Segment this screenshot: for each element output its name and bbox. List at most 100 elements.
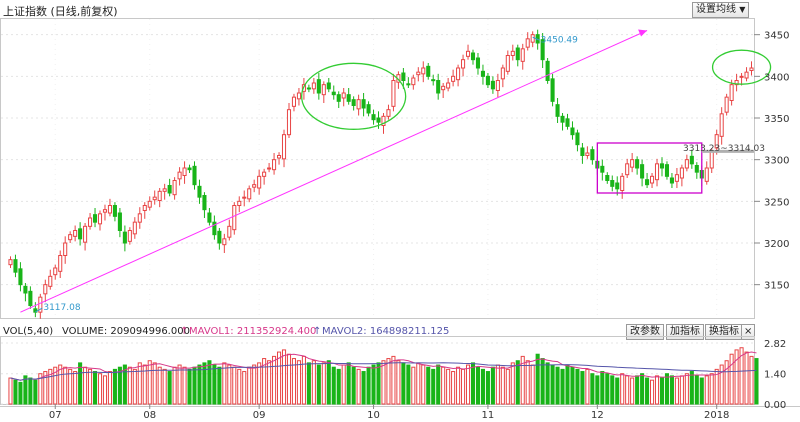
- volume-bar: [331, 366, 336, 405]
- candle-up: [525, 38, 530, 48]
- candle-up: [277, 155, 282, 159]
- volume-bar: [734, 349, 739, 405]
- circle-annotation: [711, 49, 772, 85]
- volume-bar: [277, 351, 282, 405]
- volume-bar: [102, 375, 108, 405]
- price-tick-label: 3250: [764, 197, 789, 208]
- candle-down: [640, 164, 645, 179]
- volume-bar: [446, 368, 451, 405]
- circle-annotation: [300, 62, 407, 130]
- volume-bar: [237, 368, 242, 405]
- price-tick-label: 3400: [764, 72, 789, 83]
- candle-down: [28, 290, 33, 307]
- ma-settings-label: 设置均线: [696, 4, 736, 15]
- trendline: [20, 30, 648, 313]
- volume-bar: [43, 371, 48, 405]
- volume-bar: [555, 366, 560, 405]
- volume-bar: [495, 364, 500, 405]
- chevron-down-icon: ▼: [739, 5, 746, 14]
- volume-bar: [172, 366, 177, 405]
- candle-up: [495, 80, 500, 91]
- candle-up: [421, 67, 426, 75]
- candle-down: [426, 65, 431, 77]
- candle-up: [456, 67, 461, 81]
- candle-up: [147, 200, 152, 208]
- mavol2-line: [10, 362, 757, 381]
- candle-down: [78, 228, 83, 240]
- volume-bar: [272, 355, 277, 405]
- candle-up: [500, 67, 505, 80]
- volume-bar: [137, 362, 142, 405]
- volume-bar: [217, 366, 222, 405]
- candle-up: [724, 96, 729, 113]
- candle-up: [341, 92, 346, 99]
- price-tick-label: 3200: [764, 239, 789, 250]
- candle-up: [630, 159, 635, 168]
- candle-down: [112, 205, 117, 217]
- volume-bar: [605, 373, 610, 405]
- volume-bar: [396, 360, 401, 405]
- candle-up: [729, 84, 734, 101]
- candle-up: [749, 67, 754, 71]
- volume-bar: [456, 366, 461, 405]
- candle-up: [152, 196, 157, 201]
- volume-bar: [565, 364, 570, 405]
- candle-up: [714, 134, 719, 149]
- volume-bar: [33, 379, 38, 405]
- candle-up: [262, 171, 267, 177]
- candle-down: [540, 39, 545, 61]
- ma-settings-button[interactable]: 设置均线 ▼: [692, 2, 750, 18]
- volume-bar: [436, 364, 441, 405]
- candle-up: [296, 92, 301, 100]
- volume-bar: [654, 375, 660, 405]
- volume-bar: [694, 375, 699, 405]
- volume-bar: [97, 373, 103, 405]
- mavol2-arrow-icon: ↑: [313, 326, 322, 337]
- volume-bar: [684, 373, 689, 405]
- candle-up: [505, 55, 510, 72]
- consolidation-box: [596, 142, 703, 194]
- volume-bar: [391, 355, 396, 405]
- volume-bar: [356, 368, 361, 405]
- volume-bar: [406, 364, 411, 405]
- low-pointer: [35, 307, 43, 313]
- candle-down: [212, 221, 217, 236]
- volume-bar: [659, 377, 665, 405]
- volume-bar: [127, 366, 132, 405]
- candle-up: [132, 221, 137, 235]
- candle-up: [232, 205, 237, 231]
- candle-up: [451, 75, 456, 82]
- candle-down: [545, 60, 550, 81]
- volume-bar: [754, 358, 759, 405]
- candle-down: [605, 175, 610, 181]
- candle-down: [351, 99, 356, 106]
- volume-bar: [724, 360, 729, 405]
- volume-bar: [296, 360, 301, 405]
- volume-bar: [744, 351, 749, 405]
- candle-down: [470, 52, 476, 61]
- candle-down: [202, 195, 207, 211]
- volume-bar: [550, 364, 555, 405]
- candle-down: [431, 79, 436, 82]
- volume-bar: [709, 373, 714, 405]
- candle-down: [600, 165, 605, 173]
- candle-down: [326, 82, 331, 90]
- volume-bar: [257, 362, 262, 405]
- volume-bar: [92, 371, 98, 405]
- volume-value: VOLUME: 209094996.000: [62, 326, 190, 337]
- volume-bar: [212, 364, 217, 405]
- volume-bar: [610, 375, 615, 405]
- volume-bar: [381, 360, 386, 405]
- x-tick-label: 09: [253, 410, 266, 421]
- candle-up: [8, 259, 13, 266]
- candle-up: [257, 175, 262, 189]
- volume-bar: [207, 360, 212, 405]
- candle-down: [207, 212, 212, 223]
- volume-bar: [132, 368, 137, 405]
- volume-bar: [192, 366, 197, 405]
- candle-up: [446, 82, 451, 89]
- price-tick-label: 3150: [764, 281, 789, 292]
- volume-bar: [371, 364, 376, 405]
- candle-up: [291, 96, 297, 107]
- volume-bar: [316, 364, 321, 405]
